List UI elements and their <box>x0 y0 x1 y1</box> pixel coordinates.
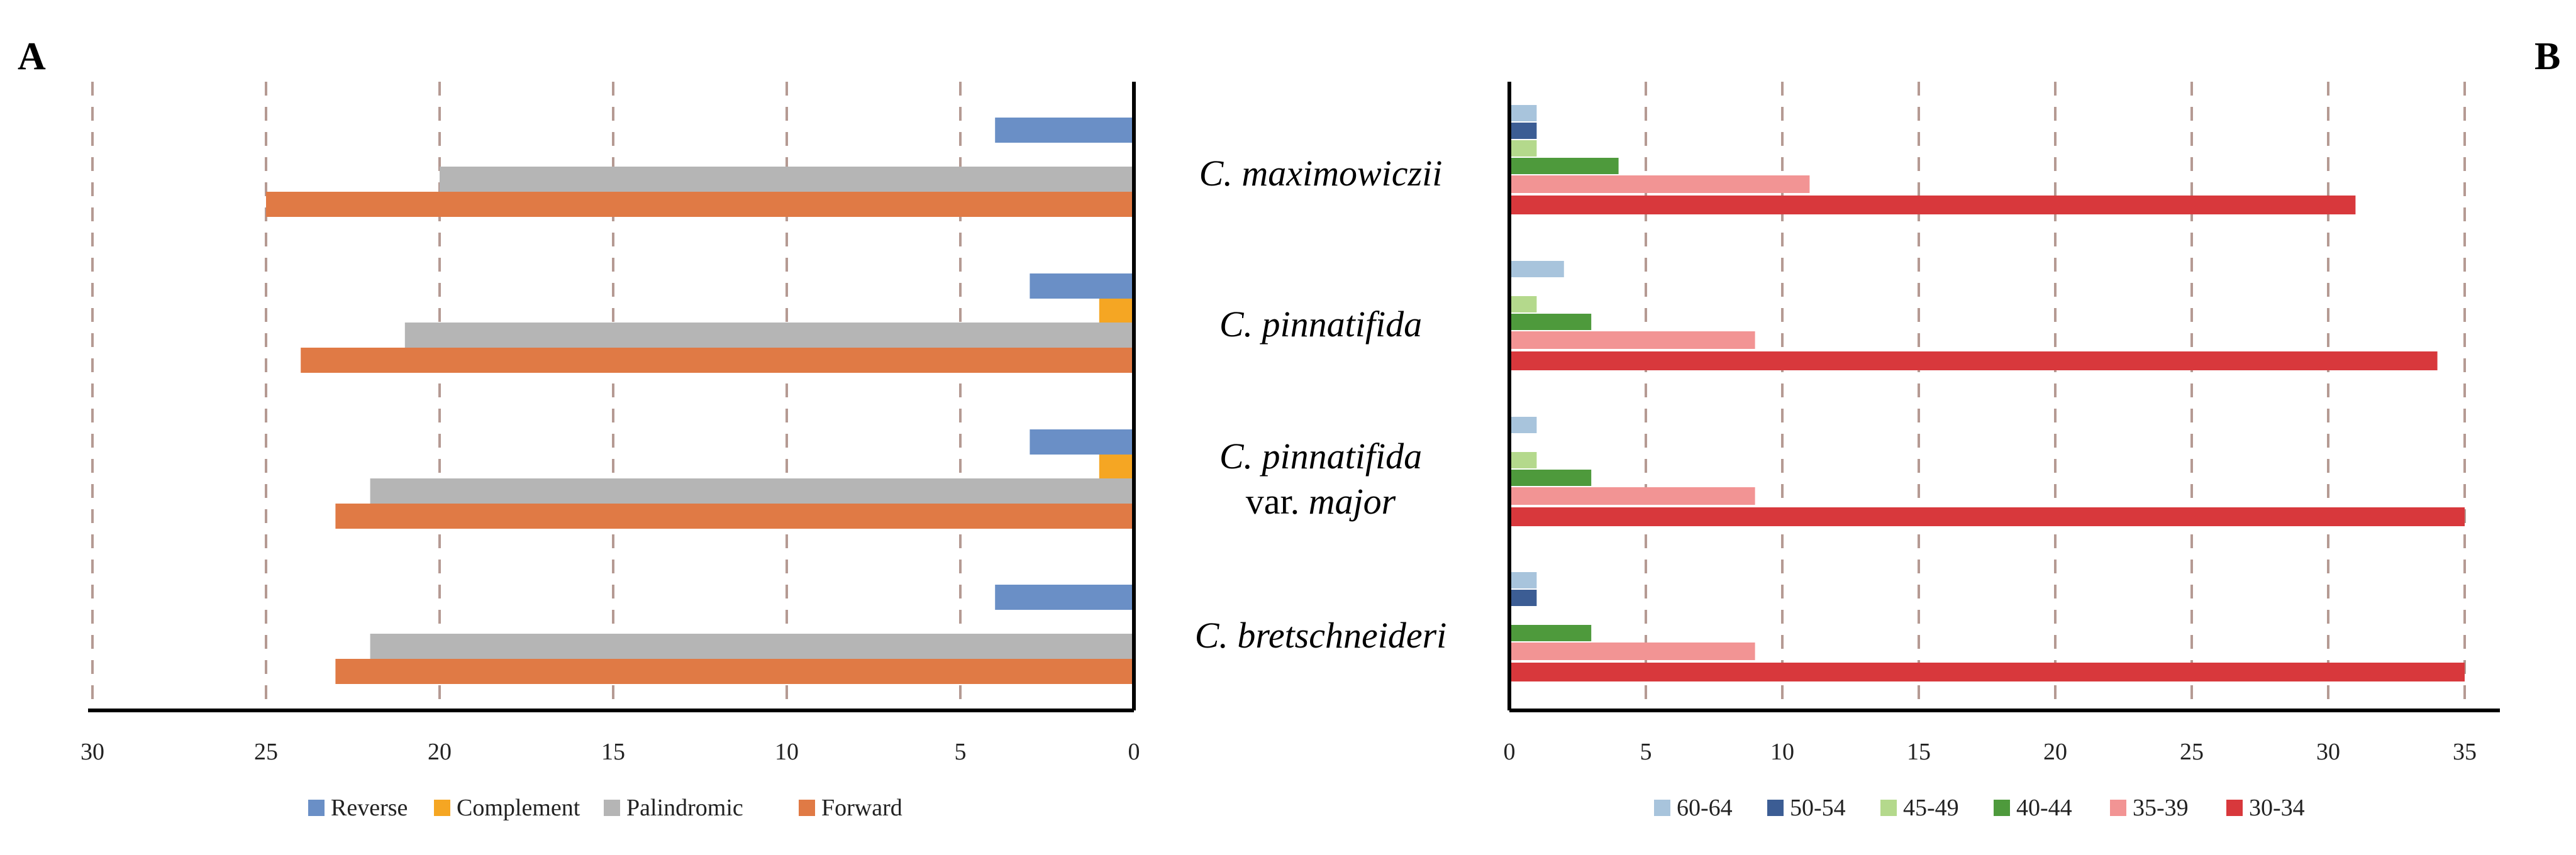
bar-a-reverse-c-pinnatifida <box>1030 273 1134 299</box>
panel-b-tick-label: 30 <box>2316 739 2340 765</box>
bar-b-60-64-c-maximowiczii <box>1509 105 1537 121</box>
taxon-label-c-pinnatifida: C. pinnatifida <box>1219 304 1422 345</box>
panel-a-tick-label: 20 <box>428 739 452 765</box>
legend-b-swatch-35-39 <box>2110 800 2126 816</box>
panel-a-tick-label: 30 <box>80 739 104 765</box>
bar-b-40-44-c-bretschneideri <box>1509 625 1592 641</box>
legend-a-swatch-forward <box>799 800 815 816</box>
panel-a-tick-label: 5 <box>955 739 967 765</box>
panel-a-tick-label: 10 <box>775 739 799 765</box>
panel-b-tick-label: 20 <box>2043 739 2067 765</box>
bar-b-40-44-c-maximowiczii <box>1509 158 1619 174</box>
taxon-label-c-maximowiczii: C. maximowiczii <box>1199 153 1443 194</box>
bar-a-palindromic-c-pinnatifida <box>404 323 1134 348</box>
panel-b-legend: 60-64 50-54 45-49 40-44 35-39 30-34 <box>1654 795 2305 821</box>
legend-b-swatch-30-34 <box>2226 800 2243 816</box>
panel-a-tick-label: 25 <box>254 739 278 765</box>
legend-b-swatch-45-49 <box>1880 800 1897 816</box>
bar-b-30-34-c-maximowiczii <box>1509 196 2356 214</box>
bar-a-reverse-c-bretschneideri <box>995 585 1134 610</box>
bar-b-35-39-c-pinnatifida-var-major <box>1509 487 1755 505</box>
panel-a-bars <box>266 118 1135 684</box>
bar-b-40-44-c-pinnatifida <box>1509 314 1592 330</box>
panel-b-tick-labels: 0 5 10 15 20 25 30 35 <box>1504 739 2477 765</box>
bar-a-palindromic-c-pinnatifida-var-major <box>370 478 1134 504</box>
panel-a-axes <box>88 82 1136 712</box>
legend-b-label-45-49: 45-49 <box>1903 795 1959 821</box>
bar-b-50-54-c-maximowiczii <box>1509 123 1537 139</box>
legend-b-label-60-64: 60-64 <box>1677 795 1733 821</box>
bar-a-forward-c-maximowiczii <box>266 192 1134 217</box>
bar-b-60-64-c-bretschneideri <box>1509 572 1537 588</box>
taxon-label-c-pinnatifida-var-major: C. pinnatifida <box>1219 436 1422 477</box>
taxon-label-variety-name: major <box>1309 481 1396 522</box>
legend-b-label-30-34: 30-34 <box>2249 795 2305 821</box>
bar-b-35-39-c-maximowiczii <box>1509 175 1810 193</box>
taxon-label-variety-prefix: var. <box>1246 481 1309 522</box>
taxon-label-variety: var. major <box>1246 481 1396 522</box>
bar-b-60-64-c-pinnatifida <box>1509 261 1564 277</box>
panel-b-tick-label: 35 <box>2453 739 2477 765</box>
panel-a-tick-label: 0 <box>1128 739 1140 765</box>
bar-a-reverse-c-pinnatifida-var-major <box>1030 429 1134 455</box>
panel-a-legend: Reverse Complement Palindromic Forward <box>308 795 902 821</box>
legend-b-swatch-50-54 <box>1767 800 1784 816</box>
panel-b-tick-label: 15 <box>1907 739 1931 765</box>
bar-b-45-49-c-maximowiczii <box>1509 140 1537 157</box>
bar-b-35-39-c-pinnatifida <box>1509 331 1755 349</box>
bar-b-60-64-c-pinnatifida-var-major <box>1509 417 1537 433</box>
legend-a-label-reverse: Reverse <box>331 795 408 821</box>
bar-a-complement-c-pinnatifida <box>1099 299 1134 324</box>
bar-a-complement-c-pinnatifida-var-major <box>1099 455 1134 480</box>
legend-a-swatch-reverse <box>308 800 325 816</box>
bar-b-45-49-c-pinnatifida-var-major <box>1509 452 1537 468</box>
bar-b-30-34-c-pinnatifida <box>1509 351 2438 370</box>
panel-a-tick-labels: 30 25 20 15 10 5 0 <box>80 739 1140 765</box>
bar-a-palindromic-c-bretschneideri <box>370 634 1134 659</box>
bar-b-50-54-c-bretschneideri <box>1509 590 1537 606</box>
bar-a-forward-c-bretschneideri <box>335 659 1134 684</box>
bar-a-forward-c-pinnatifida <box>301 348 1135 373</box>
bar-b-30-34-c-bretschneideri <box>1509 663 2465 681</box>
legend-b-label-35-39: 35-39 <box>2133 795 2189 821</box>
panel-b-tick-label: 5 <box>1640 739 1652 765</box>
panel-b-tick-label: 10 <box>1770 739 1794 765</box>
bar-b-45-49-c-pinnatifida <box>1509 296 1537 312</box>
legend-a-label-palindromic: Palindromic <box>626 795 743 821</box>
panel-b-tick-label: 0 <box>1504 739 1516 765</box>
panel-label-b: B <box>2534 35 2560 78</box>
bar-a-reverse-c-maximowiczii <box>995 118 1134 143</box>
panel-b-tick-label: 25 <box>2180 739 2204 765</box>
bar-a-forward-c-pinnatifida-var-major <box>335 504 1134 529</box>
panel-b-axes <box>1507 82 2500 712</box>
taxa-labels: C. maximowiczii C. pinnatifida C. pinnatif… <box>1195 153 1447 656</box>
legend-a-label-forward: Forward <box>821 795 902 821</box>
legend-b-label-40-44: 40-44 <box>2016 795 2072 821</box>
legend-a-swatch-complement <box>434 800 450 816</box>
bar-b-30-34-c-pinnatifida-var-major <box>1509 507 2465 526</box>
legend-b-swatch-60-64 <box>1654 800 1670 816</box>
legend-a-label-complement: Complement <box>457 795 580 821</box>
legend-b-label-50-54: 50-54 <box>1790 795 1846 821</box>
legend-b-swatch-40-44 <box>1994 800 2010 816</box>
panel-label-a: A <box>18 35 46 78</box>
bar-b-35-39-c-bretschneideri <box>1509 643 1755 660</box>
taxon-label-c-bretschneideri: C. bretschneideri <box>1195 615 1447 656</box>
panel-a-tick-label: 15 <box>601 739 625 765</box>
panel-b-bars <box>1509 105 2465 681</box>
legend-a-swatch-palindromic <box>604 800 620 816</box>
bar-b-40-44-c-pinnatifida-var-major <box>1509 470 1592 486</box>
bar-a-palindromic-c-maximowiczii <box>440 167 1134 192</box>
